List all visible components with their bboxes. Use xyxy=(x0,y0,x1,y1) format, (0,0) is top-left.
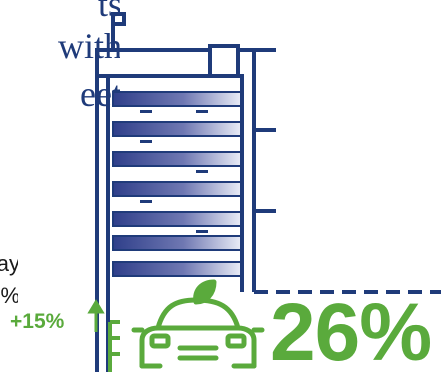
building-windows xyxy=(112,91,242,277)
window-row xyxy=(112,121,242,137)
window-row xyxy=(112,181,242,197)
window-row xyxy=(112,91,242,107)
heading-text-fragment: ts with eet xyxy=(0,0,120,140)
ev-charging-tick-marks xyxy=(108,320,120,372)
window-row xyxy=(112,151,242,167)
big-percent-stat: 26% xyxy=(270,287,432,378)
eco-car-icon xyxy=(131,279,265,369)
arrow-up-icon xyxy=(87,299,105,332)
body-line-1: ay xyxy=(0,251,18,276)
window-row xyxy=(112,261,242,277)
window-row xyxy=(112,235,242,251)
body-text-fragment: ay % xyxy=(0,250,18,320)
body-line-2: % xyxy=(0,284,18,308)
small-change-stat: +15% xyxy=(10,310,65,333)
office-building-icon xyxy=(95,12,276,372)
heading-line-2: with xyxy=(57,26,120,66)
window-row xyxy=(112,211,242,227)
